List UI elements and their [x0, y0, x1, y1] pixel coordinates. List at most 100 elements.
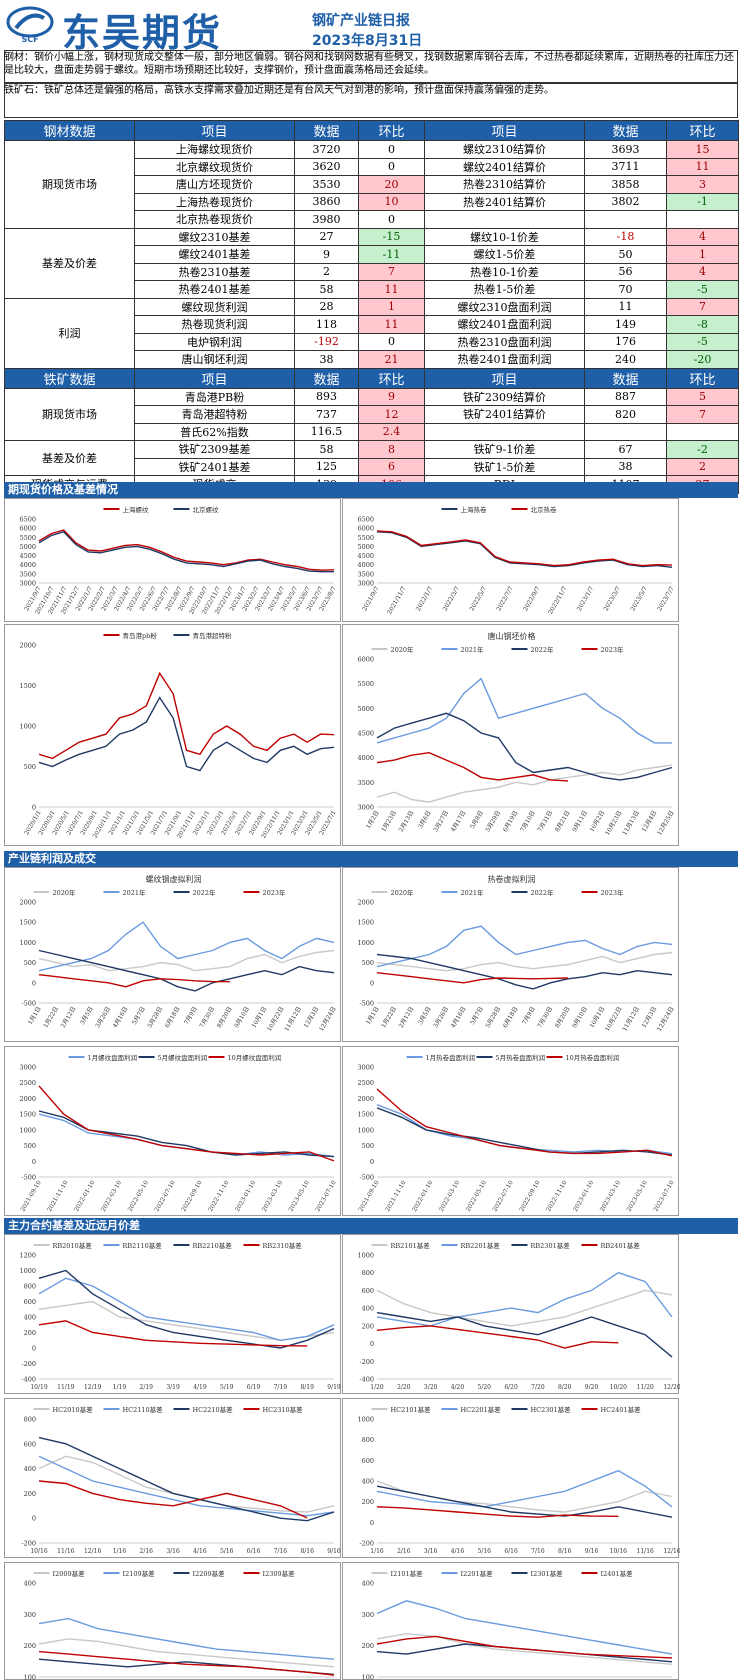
- y-tick-label: 0: [32, 1158, 36, 1166]
- x-tick-label: 3月5日: [417, 1006, 433, 1027]
- series-line: [376, 951, 673, 972]
- y-tick-label: 3000: [357, 804, 374, 812]
- item-name: 热卷2310基差: [134, 262, 295, 281]
- y-tick-label: 1000: [357, 1416, 374, 1424]
- y-tick-label: 6000: [19, 525, 36, 533]
- x-tick-label: 3/20: [424, 1384, 438, 1391]
- svg-text:HC2301基差: HC2301基差: [531, 1405, 572, 1414]
- x-tick-label: 2021-11-10: [46, 1179, 69, 1213]
- svg-text:青岛港超特粉: 青岛港超特粉: [193, 631, 233, 640]
- table-row: 利润 螺纹现货利润 28 1 螺纹2310盘面利润 11 7: [4, 297, 739, 369]
- y-tick-label: 3000: [19, 1064, 36, 1072]
- y-tick-label: 1500: [19, 1111, 36, 1119]
- x-tick-label: 8/16: [558, 1548, 572, 1555]
- x-tick-label: 2022-07-10: [491, 1179, 514, 1213]
- legend-item: 2020年: [371, 645, 414, 654]
- x-tick-label: 2022/7/7: [495, 585, 515, 612]
- x-tick-label: 5月29日: [484, 810, 502, 834]
- legend-item: 5月螺纹盘面利润: [138, 1053, 207, 1062]
- x-tick-label: 12月3日: [303, 1006, 321, 1030]
- data-table: 钢材数据 项目 数据 环比 项目 数据 环比 期现货市场 上海螺纹现货价 3720 0 螺纹2310结…: [4, 120, 739, 494]
- legend-item: HC2101基差: [371, 1405, 431, 1414]
- y-tick-label: 3500: [357, 570, 374, 578]
- series-line: [38, 921, 335, 972]
- legend-item: 上海螺纹: [103, 505, 149, 514]
- series-line: [376, 1088, 673, 1157]
- series-line: [38, 1480, 308, 1519]
- y-tick-label: 3000: [19, 580, 36, 588]
- item-name: 上海螺纹现货价: [134, 140, 295, 159]
- x-tick-label: 12/16: [84, 1548, 101, 1555]
- series-line: [38, 1320, 308, 1347]
- series-line: [38, 1110, 335, 1158]
- series-line: [38, 696, 335, 772]
- header-cell: 项目: [134, 120, 295, 141]
- legend-item: 5月热卷盘面利润: [476, 1053, 545, 1062]
- y-tick-label: 500: [362, 1142, 374, 1150]
- table-row: 唐山方坯现货价 3530 20 热卷2310结算价 3858 3: [5, 175, 739, 194]
- x-tick-label: 1月23日: [380, 810, 398, 834]
- chart-title: 热卷虚拟利润: [488, 874, 536, 884]
- item-value: 737: [294, 405, 359, 424]
- item-change: 7: [666, 297, 739, 316]
- x-tick-label: 12月25日: [656, 810, 676, 837]
- x-tick-label: 9月10日: [571, 1006, 589, 1030]
- x-tick-label: 5/16: [478, 1548, 492, 1555]
- x-tick-label: 12月24日: [656, 1006, 676, 1033]
- chart-c8: 1月热卷盘面利润 5月热卷盘面利润 10月热卷盘面利润 3000 2500 2000 150…: [342, 1046, 679, 1216]
- item-name: 青岛港超特粉: [134, 405, 295, 424]
- y-tick-label: 1000: [357, 939, 374, 947]
- y-tick-label: 600: [362, 1287, 374, 1295]
- item-name: 热卷现货利润: [134, 315, 295, 334]
- series-line: [38, 529, 335, 571]
- x-tick-label: 2022-09-10: [518, 1179, 541, 1213]
- x-tick-label: 2021/9/7: [361, 585, 381, 612]
- item-value: 3860: [294, 192, 359, 211]
- y-tick-label: -400: [21, 1376, 36, 1384]
- x-tick-label: 12/20: [663, 1384, 680, 1391]
- item-name: 螺纹1-5价差: [424, 245, 585, 264]
- x-tick-label: 7/16: [274, 1548, 288, 1555]
- y-tick-label: 600: [24, 1440, 36, 1448]
- x-tick-label: 11/16: [57, 1548, 74, 1555]
- x-tick-label: 1月22日: [380, 1006, 398, 1030]
- series-line: [376, 1600, 673, 1655]
- y-tick-label: -500: [21, 1000, 36, 1008]
- x-tick-label: 9月10日: [233, 1006, 251, 1030]
- x-tick-label: 12月3日: [641, 1006, 659, 1030]
- legend-item: I2209基差: [173, 1569, 225, 1578]
- y-tick-label: 0: [32, 1345, 36, 1353]
- y-tick-label: 6000: [357, 525, 374, 533]
- x-tick-label: 5月28日: [146, 1006, 164, 1030]
- y-tick-label: 200: [362, 1642, 374, 1650]
- item-change: 2: [666, 457, 739, 476]
- svg-text:HC2110基差: HC2110基差: [123, 1405, 164, 1414]
- series-line: [376, 1107, 673, 1156]
- item-change: 11: [358, 280, 425, 299]
- item-value: 149: [584, 315, 667, 334]
- item-name: 唐山钢坯利润: [134, 350, 295, 369]
- svg-text:RB2201基差: RB2201基差: [461, 1241, 501, 1250]
- legend-item: 2021年: [441, 888, 484, 897]
- chart-svg: 唐山钢坯价格 2020年 2021年 2022年 2023年 6000 5500 5000 45…: [357, 631, 676, 837]
- chart-svg: 1月热卷盘面利润 5月热卷盘面利润 10月热卷盘面利润 3000 2500 2000 150…: [357, 1053, 675, 1213]
- legend-item: 青岛港超特粉: [173, 631, 233, 640]
- svg-text:2020年: 2020年: [53, 888, 77, 897]
- svg-text:2020年: 2020年: [391, 888, 415, 897]
- x-tick-label: 5/16: [220, 1548, 234, 1555]
- header-cell: 数据: [294, 120, 359, 141]
- chart-c10: RB2101基差 RB2201基差 RB2301基差 RB2401基差 1000 800 6…: [342, 1234, 680, 1394]
- chart-svg: 螺纹钢虚拟利润 2020年 2021年 2022年 2023年 2000 1500 1000 5…: [19, 874, 337, 1033]
- svg-text:I2109基差: I2109基差: [123, 1569, 156, 1578]
- item-change: 21: [358, 350, 425, 369]
- svg-text:北京螺纹: 北京螺纹: [193, 505, 220, 514]
- series-line: [376, 1485, 673, 1518]
- x-tick-label: 7月30日: [536, 1006, 554, 1030]
- x-tick-label: 2023-07-10: [652, 1179, 675, 1213]
- ore-commentary: 铁矿石：铁矿总体还是偏强的格局，高铁水支撑需求叠加近期还是有台风天气对到港的影响…: [4, 85, 554, 96]
- series-line: [376, 531, 673, 568]
- y-tick-label: 600: [24, 1298, 36, 1306]
- header-cell: 环比: [666, 120, 739, 141]
- legend-item: HC2110基差: [103, 1405, 164, 1414]
- series-line: [38, 974, 230, 988]
